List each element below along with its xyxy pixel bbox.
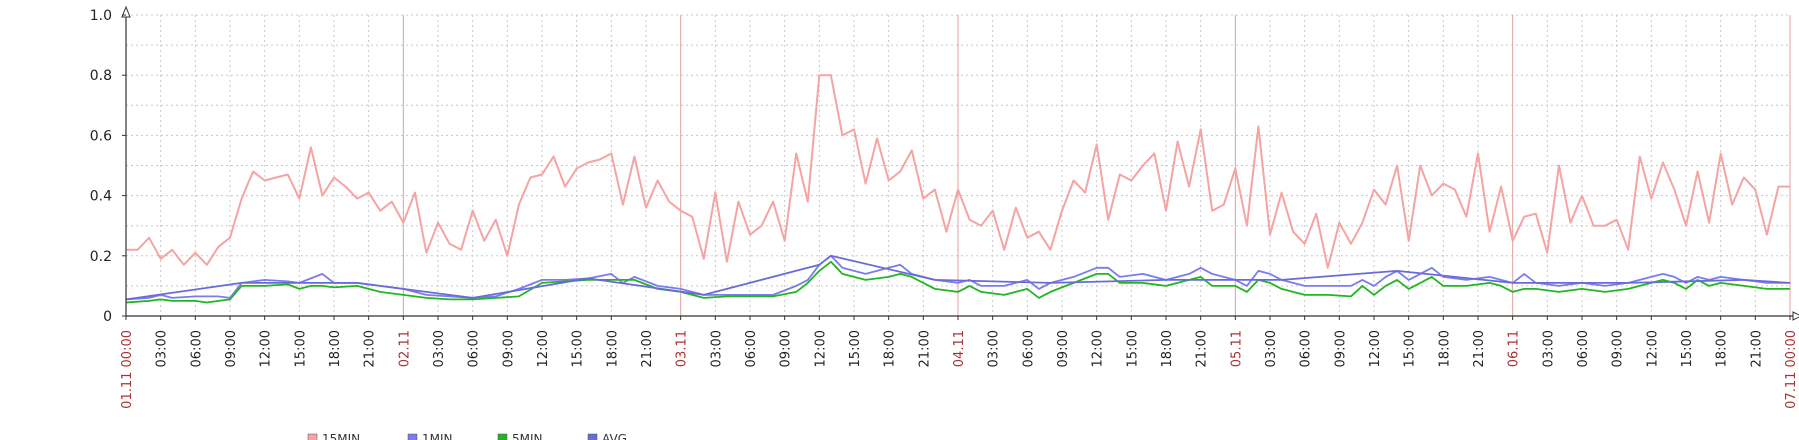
x-tick-label: 18:00 bbox=[1437, 330, 1452, 367]
x-tick-label: 06:00 bbox=[1021, 330, 1036, 367]
axes bbox=[121, 5, 1799, 321]
legend-swatch bbox=[307, 433, 318, 440]
y-tick-label: 0.6 bbox=[90, 128, 112, 144]
x-tick-label: 03:00 bbox=[987, 330, 1002, 367]
x-tick-label: 06:00 bbox=[1576, 330, 1591, 367]
x-tick-label: 02.11 bbox=[397, 330, 412, 367]
legend-swatch bbox=[407, 433, 418, 440]
x-tick-label: 21:00 bbox=[640, 330, 655, 367]
x-tick-label: 06:00 bbox=[744, 330, 759, 367]
x-tick-label: 03:00 bbox=[432, 330, 447, 367]
x-tick-label: 18:00 bbox=[883, 330, 898, 367]
x-tick-label: 07.11 00:00 bbox=[1784, 330, 1799, 409]
x-tick-label: 21:00 bbox=[1472, 330, 1487, 367]
x-tick-label: 09:00 bbox=[1333, 330, 1348, 367]
x-tick-label: 06:00 bbox=[467, 330, 482, 367]
x-tick-label: 12:00 bbox=[1368, 330, 1383, 367]
x-tick-label: 21:00 bbox=[363, 330, 378, 367]
legend-label: 5MIN bbox=[512, 432, 543, 440]
x-tick-label: 06.11 bbox=[1507, 330, 1522, 367]
x-tick-label: 12:00 bbox=[259, 330, 274, 367]
x-tick-label: 18:00 bbox=[328, 330, 343, 367]
y-tick-label: 1.0 bbox=[90, 8, 112, 24]
legend-label: 15MIN bbox=[322, 432, 360, 440]
legend: 15MIN 1MIN 5MIN AVG bbox=[307, 432, 627, 440]
x-tick-label: 09:00 bbox=[224, 330, 239, 367]
x-tick-label: 03:00 bbox=[155, 330, 170, 367]
series-line-3 bbox=[125, 254, 1791, 301]
x-tick-label: 06:00 bbox=[1299, 330, 1314, 367]
y-tick-label: 0.8 bbox=[90, 68, 112, 84]
x-tick-label: 03:00 bbox=[1264, 330, 1279, 367]
y-tick-label: 0.2 bbox=[90, 249, 112, 265]
x-tick-label: 12:00 bbox=[813, 330, 828, 367]
x-tick-label: 15:00 bbox=[1680, 330, 1695, 367]
y-tick-label: 0.4 bbox=[90, 189, 112, 205]
x-tick-label: 04.11 bbox=[952, 330, 967, 367]
x-tick-label: 21:00 bbox=[1749, 330, 1764, 367]
x-tick-label: 15:00 bbox=[1125, 330, 1140, 367]
y-axis-ticks: 1.0 0.8 0.6 0.4 0.2 0 bbox=[90, 8, 126, 325]
legend-label: AVG bbox=[602, 432, 627, 440]
legend-label: 1MIN bbox=[422, 432, 453, 440]
x-axis-ticks: 01.11 00:00 03:00 06:00 09:00 12:00 15:00 18:0… bbox=[120, 316, 1799, 409]
x-tick-label: 09:00 bbox=[1056, 330, 1071, 367]
x-tick-label: 12:00 bbox=[536, 330, 551, 367]
x-tick-label: 15:00 bbox=[848, 330, 863, 367]
x-tick-label: 21:00 bbox=[1195, 330, 1210, 367]
series-line-2 bbox=[125, 260, 1790, 304]
y-tick-label: 0 bbox=[103, 309, 112, 325]
x-tick-label: 09:00 bbox=[779, 330, 794, 367]
x-tick-label: 03.11 bbox=[675, 330, 690, 367]
series-group bbox=[125, 74, 1791, 304]
x-tick-label: 03:00 bbox=[709, 330, 724, 367]
x-tick-label: 18:00 bbox=[1160, 330, 1175, 367]
x-tick-label: 09:00 bbox=[1611, 330, 1626, 367]
x-axis-arrow bbox=[1792, 311, 1799, 321]
legend-swatch bbox=[497, 433, 508, 440]
x-tick-label: 06:00 bbox=[189, 330, 204, 367]
x-tick-label: 18:00 bbox=[605, 330, 620, 367]
x-tick-label: 15:00 bbox=[293, 330, 308, 367]
legend-swatch bbox=[587, 433, 598, 440]
x-tick-label: 15:00 bbox=[1403, 330, 1418, 367]
x-tick-label: 05.11 bbox=[1229, 330, 1244, 367]
x-tick-label: 12:00 bbox=[1645, 330, 1660, 367]
series-line-0 bbox=[126, 74, 1790, 269]
x-tick-label: 21:00 bbox=[917, 330, 932, 367]
x-tick-label: 15:00 bbox=[571, 330, 586, 367]
x-tick-label: 12:00 bbox=[1091, 330, 1106, 367]
x-tick-label: 09:00 bbox=[501, 330, 516, 367]
x-tick-label: 03:00 bbox=[1541, 330, 1556, 367]
x-tick-label: 18:00 bbox=[1715, 330, 1730, 367]
x-tick-label: 01.11 00:00 bbox=[120, 330, 135, 409]
